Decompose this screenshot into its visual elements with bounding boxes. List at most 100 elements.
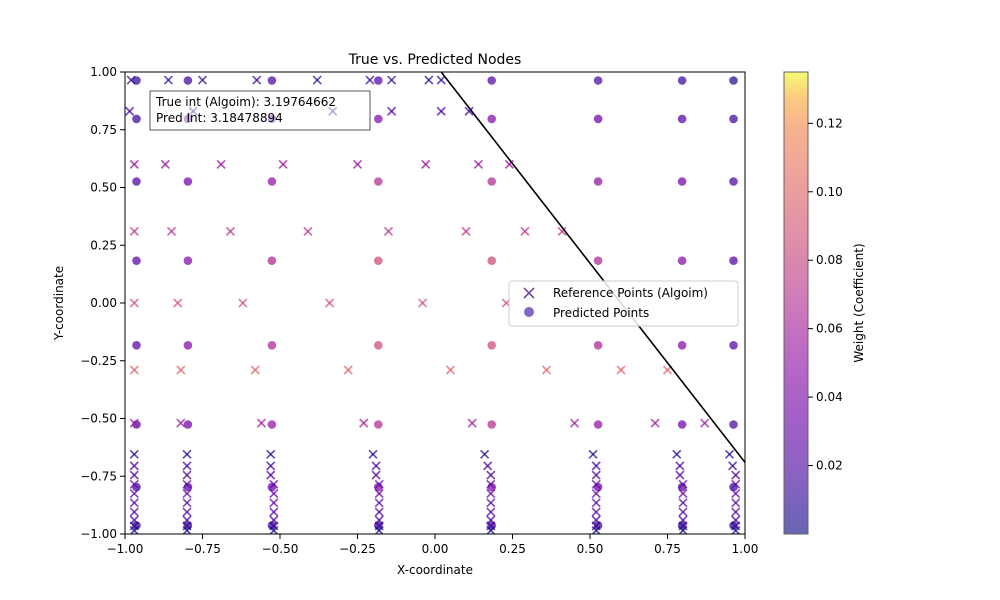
reference-point: [371, 470, 381, 480]
reference-point: [125, 106, 135, 116]
reference-point: [675, 461, 685, 471]
reference-point: [129, 226, 139, 236]
reference-point: [700, 418, 710, 428]
y-tick-label: 0.25: [90, 238, 117, 252]
reference-point: [591, 507, 601, 517]
reference-point: [650, 418, 660, 428]
reference-point: [278, 159, 288, 170]
predicted-point: [374, 76, 383, 85]
legend-predicted-label: Predicted Points: [553, 306, 649, 320]
colorbar-tick-label: 0.06: [816, 322, 843, 336]
reference-point: [678, 488, 688, 499]
reference-point: [678, 498, 688, 508]
reference-point: [678, 479, 688, 489]
predicted-point: [183, 420, 193, 429]
reference-point: [731, 488, 741, 499]
predicted-point: [183, 256, 193, 266]
reference-point: [256, 418, 267, 428]
y-tick-label: 0.50: [90, 181, 117, 195]
predicted-point: [593, 341, 603, 350]
predicted-point: [593, 76, 603, 85]
predicted-point: [132, 177, 141, 186]
reference-point: [252, 75, 262, 85]
reference-point: [724, 449, 735, 459]
colorbar-label: Weight (Coefficient): [852, 243, 866, 362]
reference-point: [486, 525, 496, 534]
reference-point: [129, 507, 139, 517]
reference-point: [371, 461, 381, 471]
reference-point: [182, 507, 192, 517]
predicted-point: [374, 177, 383, 186]
reference-point: [129, 418, 139, 428]
reference-point: [541, 365, 552, 375]
predicted-point: [729, 341, 738, 350]
predicted-point: [487, 177, 497, 186]
reference-point: [424, 75, 434, 85]
reference-point: [182, 479, 192, 489]
predicted-point: [487, 420, 497, 429]
predicted-point: [267, 420, 277, 429]
reference-point: [569, 418, 580, 428]
reference-point: [303, 226, 313, 236]
reference-point: [461, 226, 471, 236]
reference-point: [129, 525, 139, 534]
reference-point: [727, 461, 738, 471]
reference-point: [129, 449, 139, 459]
reference-point: [368, 449, 378, 459]
reference-point: [383, 226, 394, 236]
reference-point: [557, 226, 567, 236]
reference-point: [486, 498, 496, 508]
x-tick-label: 1.00: [732, 542, 759, 556]
reference-point: [238, 298, 248, 308]
reference-point: [436, 106, 446, 116]
reference-point: [343, 365, 353, 375]
reference-point: [386, 75, 397, 85]
reference-point: [386, 106, 397, 116]
reference-point: [417, 298, 428, 308]
reference-point: [591, 525, 601, 534]
reference-point: [591, 461, 601, 471]
colorbar-tick-label: 0.08: [816, 253, 843, 267]
reference-point: [129, 488, 139, 499]
predicted-point: [132, 341, 141, 350]
x-tick-label: −0.25: [339, 542, 376, 556]
reference-point: [266, 470, 276, 480]
predicted-point: [374, 114, 383, 124]
reference-point: [374, 479, 384, 489]
reference-point: [182, 498, 192, 508]
reference-point: [374, 507, 384, 517]
colorbar-ticks: 0.02 0.04 0.06 0.08 0.10 0.12: [808, 116, 843, 473]
reference-point: [163, 75, 174, 85]
y-tick-label: −0.25: [80, 354, 117, 368]
reference-point: [374, 488, 384, 499]
reference-point: [731, 479, 741, 489]
annotation-box: True int (Algoim): 3.19764662 Pred Int: …: [149, 90, 371, 131]
predicted-point: [267, 177, 277, 186]
legend-x-marker-icon: [523, 287, 535, 299]
reference-point: [486, 488, 496, 499]
predicted-point: [183, 341, 193, 350]
legend-circle-marker-icon: [524, 307, 534, 317]
reference-point: [678, 525, 688, 534]
y-tick-label: 0.75: [90, 123, 117, 137]
reference-point: [269, 507, 279, 517]
reference-point: [129, 470, 139, 480]
reference-point: [421, 159, 431, 170]
annotation-true-int: True int (Algoim): 3.19764662: [155, 95, 336, 109]
reference-point: [616, 365, 626, 375]
reference-point: [182, 449, 192, 459]
reference-point: [352, 159, 363, 170]
predicted-point: [487, 76, 497, 85]
annotation-pred-int: Pred Int: 3.18478894: [156, 111, 283, 125]
reference-point: [678, 507, 688, 517]
legend-reference-label: Reference Points (Algoim): [553, 286, 708, 300]
reference-point: [520, 226, 530, 236]
reference-point: [591, 488, 601, 499]
x-tick-label: 0.25: [499, 542, 526, 556]
predicted-point: [183, 177, 193, 186]
y-tick-label: 1.00: [90, 65, 117, 79]
reference-point: [182, 461, 192, 471]
chart-title: True vs. Predicted Nodes: [348, 52, 522, 68]
reference-point: [445, 365, 456, 375]
